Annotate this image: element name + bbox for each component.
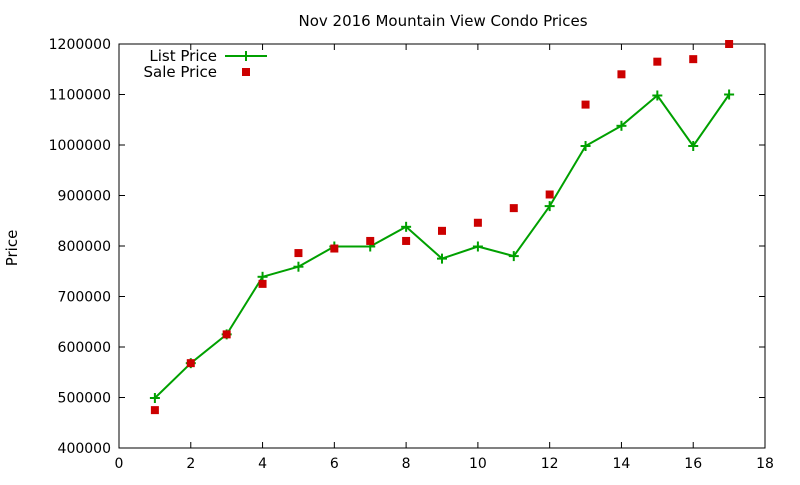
list-price-point	[616, 120, 627, 131]
legend-label-list-price: List Price	[149, 47, 217, 65]
list-price-point	[652, 90, 663, 101]
y-tick-label: 700000	[58, 290, 111, 306]
sale-price-point	[222, 330, 231, 339]
sale-price-point	[150, 406, 159, 415]
list-price-point	[149, 393, 160, 404]
y-tick-label: 800000	[58, 239, 111, 255]
y-tick-label: 600000	[58, 340, 111, 356]
sale-price-point	[473, 218, 482, 227]
list-price-point	[472, 241, 483, 252]
x-tick-label: 14	[613, 456, 631, 472]
sale-price-point	[689, 55, 698, 64]
axis-ticks: 0 2 4 6 8 10 12 14 16 18 400000 500000 600000 700000 8…	[49, 37, 774, 472]
sale-price-point	[366, 236, 375, 245]
chart-title: Nov 2016 Mountain View Condo Prices	[298, 12, 587, 30]
sale-price-point	[725, 40, 734, 48]
sale-price-point	[186, 359, 195, 368]
x-tick-label: 12	[541, 456, 559, 472]
sale-price-point	[330, 244, 339, 253]
x-tick-label: 6	[330, 456, 339, 472]
x-tick-label: 4	[258, 456, 267, 472]
sale-price-point	[617, 70, 626, 79]
y-tick-label: 500000	[58, 391, 111, 407]
sale-price-point	[294, 249, 303, 258]
list-price-point	[688, 141, 699, 152]
data-series	[149, 40, 735, 415]
list-price-point	[724, 89, 735, 100]
list-price-point	[437, 253, 447, 264]
list-price-point	[580, 141, 591, 152]
sale-price-point	[509, 204, 518, 213]
list-price-point	[401, 221, 412, 232]
sale-price-point	[545, 190, 554, 199]
list-price-point	[508, 251, 519, 262]
legend-label-sale-price: Sale Price	[144, 63, 217, 81]
y-tick-label: 400000	[58, 441, 111, 457]
sale-price-point	[653, 57, 662, 66]
sale-price-point	[438, 226, 446, 235]
y-axis-title: Price	[3, 230, 21, 267]
sale-price-point	[581, 100, 590, 109]
y-tick-label: 900000	[58, 189, 111, 205]
plot-area-frame	[118, 43, 766, 449]
x-tick-label: 10	[469, 456, 487, 472]
legend: List Price Sale Price	[144, 47, 267, 81]
list-price-line	[154, 93, 730, 399]
y-tick-label: 1000000	[49, 138, 111, 154]
x-tick-label: 8	[402, 456, 411, 472]
x-tick-label: 0	[115, 456, 124, 472]
legend-swatch-sale-price	[242, 68, 250, 76]
sale-price-point	[402, 236, 411, 245]
x-tick-label: 18	[756, 456, 774, 472]
y-tick-label: 1100000	[49, 88, 111, 104]
legend-marker-list-price	[241, 51, 251, 61]
y-tick-label: 1200000	[49, 37, 111, 53]
x-tick-label: 16	[684, 456, 702, 472]
x-tick-label: 2	[186, 456, 195, 472]
list-price-point	[544, 201, 555, 212]
list-price-point	[293, 261, 304, 272]
sale-price-point	[258, 279, 267, 288]
